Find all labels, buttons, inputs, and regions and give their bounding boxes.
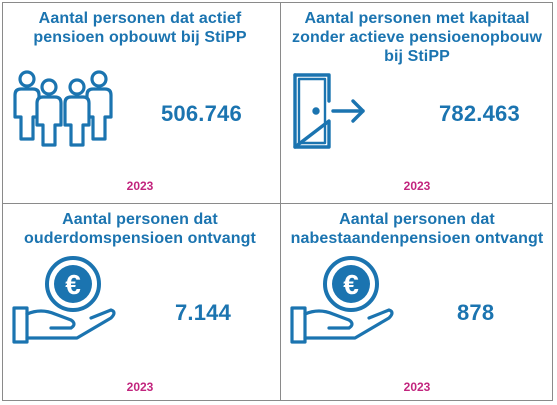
svg-text:€: € (343, 269, 359, 300)
card-year: 2023 (126, 380, 154, 394)
card-year: 2023 (126, 179, 154, 193)
hand-euro-coin-icon: € (11, 254, 123, 346)
card-title: Aantal personen dat nabestaandenpensioen… (290, 211, 544, 247)
card-year: 2023 (403, 179, 431, 193)
card-value: 878 (457, 300, 495, 325)
card-title: Aantal personen dat ouderdomspensioen on… (24, 211, 256, 247)
card-survivor-pension: Aantal personen dat nabestaandenpensioen… (281, 204, 553, 402)
statistics-grid: Aantal personen dat actief pensioen opbo… (2, 2, 553, 401)
svg-text:€: € (65, 269, 81, 300)
card-year: 2023 (403, 380, 431, 394)
card-value: 506.746 (161, 101, 242, 126)
card-title: Aantal personen dat actief pensioen opbo… (33, 10, 247, 46)
card-value: 7.144 (175, 300, 232, 325)
grid-divider-horizontal (3, 203, 552, 204)
card-title: Aantal personen met kapitaal zonder acti… (291, 10, 543, 65)
card-old-age-pension: Aantal personen dat ouderdomspensioen on… (3, 204, 277, 402)
card-value: 782.463 (439, 101, 520, 126)
card-active-participants: Aantal personen dat actief pensioen opbo… (3, 3, 277, 201)
card-capital-no-accrual: Aantal personen met kapitaal zonder acti… (281, 3, 553, 201)
door-exit-icon (289, 71, 369, 151)
grid-divider-vertical (280, 3, 281, 400)
people-group-icon (11, 69, 115, 147)
hand-euro-coin-icon: € (289, 254, 401, 346)
